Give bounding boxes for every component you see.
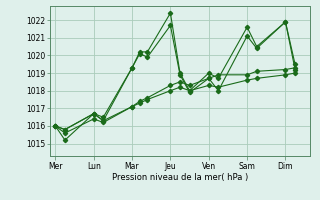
X-axis label: Pression niveau de la mer( hPa ): Pression niveau de la mer( hPa ) — [112, 173, 248, 182]
